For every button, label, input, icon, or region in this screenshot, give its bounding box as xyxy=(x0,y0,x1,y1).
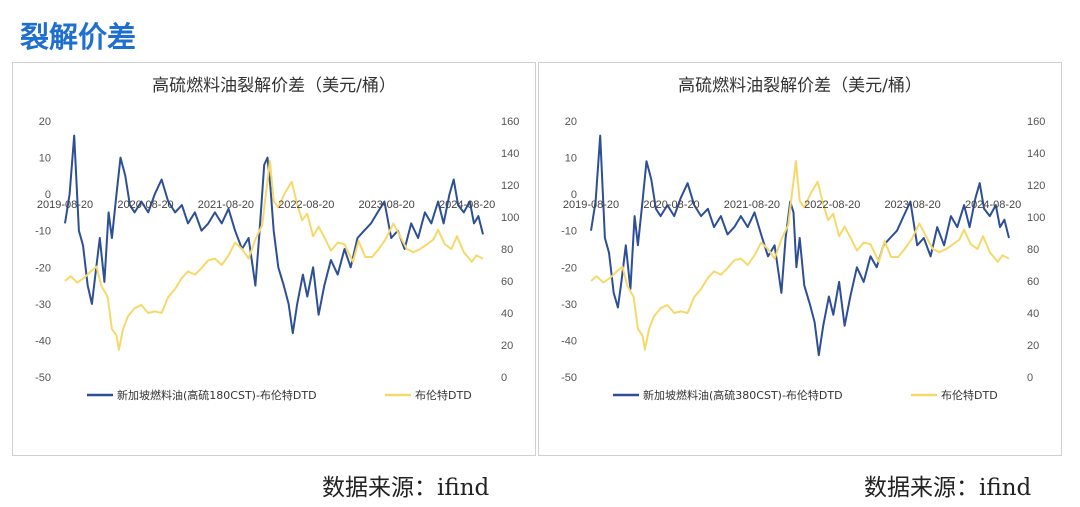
y-left-tick-label: 20 xyxy=(39,116,51,128)
brent-line xyxy=(64,160,484,351)
spread-line xyxy=(590,134,1010,357)
brent-line xyxy=(590,160,1010,351)
chart-panel-left: 高硫燃料油裂解价差（美元/桶） 20 10 0 -10 -20 -30 -40 -50 160 14… xyxy=(12,62,536,456)
page-title: 裂解价差 xyxy=(20,20,137,54)
y-right-tick-label: 140 xyxy=(501,148,519,160)
y-left-tick-label: -50 xyxy=(561,372,577,384)
x-tick-label: 2019-08-20 xyxy=(37,199,93,211)
chart-panel-right: 高硫燃料油裂解价差（美元/桶） 20 10 0 -10 -20 -30 -40 -50 160 14… xyxy=(538,62,1062,456)
chart-title: 高硫燃料油裂解价差（美元/桶） xyxy=(678,76,922,96)
x-tick-label: 2020-08-20 xyxy=(117,199,173,211)
y-right-tick-label: 120 xyxy=(501,180,519,192)
legend-label: 布伦特DTD xyxy=(415,388,472,402)
legend-item: 新加坡燃料油(高硫380CST)-布伦特DTD xyxy=(613,388,843,402)
y-left-tick-label: -10 xyxy=(35,226,51,238)
y-right-tick-label: 60 xyxy=(501,276,513,288)
legend-item: 布伦特DTD xyxy=(385,388,472,402)
x-tick-label: 2022-08-20 xyxy=(804,199,860,211)
y-left-tick-label: -20 xyxy=(35,262,51,274)
y-right-tick-label: 20 xyxy=(1027,340,1039,352)
y-left-tick-label: 10 xyxy=(565,153,577,165)
y-right-tick-label: 0 xyxy=(1027,372,1033,384)
y-left-tick-label: -20 xyxy=(561,262,577,274)
spread-line xyxy=(64,134,484,335)
x-tick-label: 2023-08-20 xyxy=(884,199,940,211)
y-left-tick-label: -30 xyxy=(561,299,577,311)
y-right-tick-label: 160 xyxy=(501,116,519,128)
y-left-tick-label: -40 xyxy=(35,335,51,347)
y-right-tick-label: 40 xyxy=(1027,308,1039,320)
y-right-tick-label: 20 xyxy=(501,340,513,352)
legend-label: 新加坡燃料油(高硫180CST)-布伦特DTD xyxy=(117,388,317,402)
y-left-tick-label: -30 xyxy=(35,299,51,311)
y-right-tick-label: 140 xyxy=(1027,148,1045,160)
legend-item: 布伦特DTD xyxy=(911,388,998,402)
source-note-right: 数据来源：ifind xyxy=(864,475,1032,501)
x-tick-label: 2019-08-20 xyxy=(563,199,619,211)
y-left-tick-label: 0 xyxy=(571,189,577,201)
y-right-tick-label: 40 xyxy=(501,308,513,320)
y-right-tick-label: 80 xyxy=(1027,244,1039,256)
y-left-tick-label: 20 xyxy=(565,116,577,128)
y-left-tick-label: -40 xyxy=(561,335,577,347)
chart-right: 高硫燃料油裂解价差（美元/桶）20100-10-20-30-40-5016014… xyxy=(561,76,1045,402)
legend-item: 新加坡燃料油(高硫180CST)-布伦特DTD xyxy=(87,388,317,402)
y-right-tick-label: 160 xyxy=(1027,116,1045,128)
y-left-tick-label: -50 xyxy=(35,372,51,384)
x-tick-label: 2020-08-20 xyxy=(643,199,699,211)
legend-label: 新加坡燃料油(高硫380CST)-布伦特DTD xyxy=(643,388,843,402)
y-left-tick-label: 0 xyxy=(45,189,51,201)
y-right-tick-label: 60 xyxy=(1027,276,1039,288)
y-left-tick-label: 10 xyxy=(39,153,51,165)
y-right-tick-label: 80 xyxy=(501,244,513,256)
x-tick-label: 2021-08-20 xyxy=(198,199,254,211)
y-right-tick-label: 120 xyxy=(1027,180,1045,192)
x-tick-label: 2022-08-20 xyxy=(278,199,334,211)
y-right-tick-label: 0 xyxy=(501,372,507,384)
y-right-tick-label: 100 xyxy=(1027,212,1045,224)
source-note-left: 数据来源：ifind xyxy=(322,475,490,501)
x-tick-label: 2024-08-20 xyxy=(439,199,495,211)
x-tick-label: 2024-08-20 xyxy=(965,199,1021,211)
x-tick-label: 2021-08-20 xyxy=(724,199,780,211)
chart-title: 高硫燃料油裂解价差（美元/桶） xyxy=(152,76,396,96)
chart-left: 高硫燃料油裂解价差（美元/桶）20100-10-20-30-40-5016014… xyxy=(35,76,519,402)
y-right-tick-label: 100 xyxy=(501,212,519,224)
y-left-tick-label: -10 xyxy=(561,226,577,238)
legend-label: 布伦特DTD xyxy=(941,388,998,402)
x-tick-label: 2023-08-20 xyxy=(358,199,414,211)
